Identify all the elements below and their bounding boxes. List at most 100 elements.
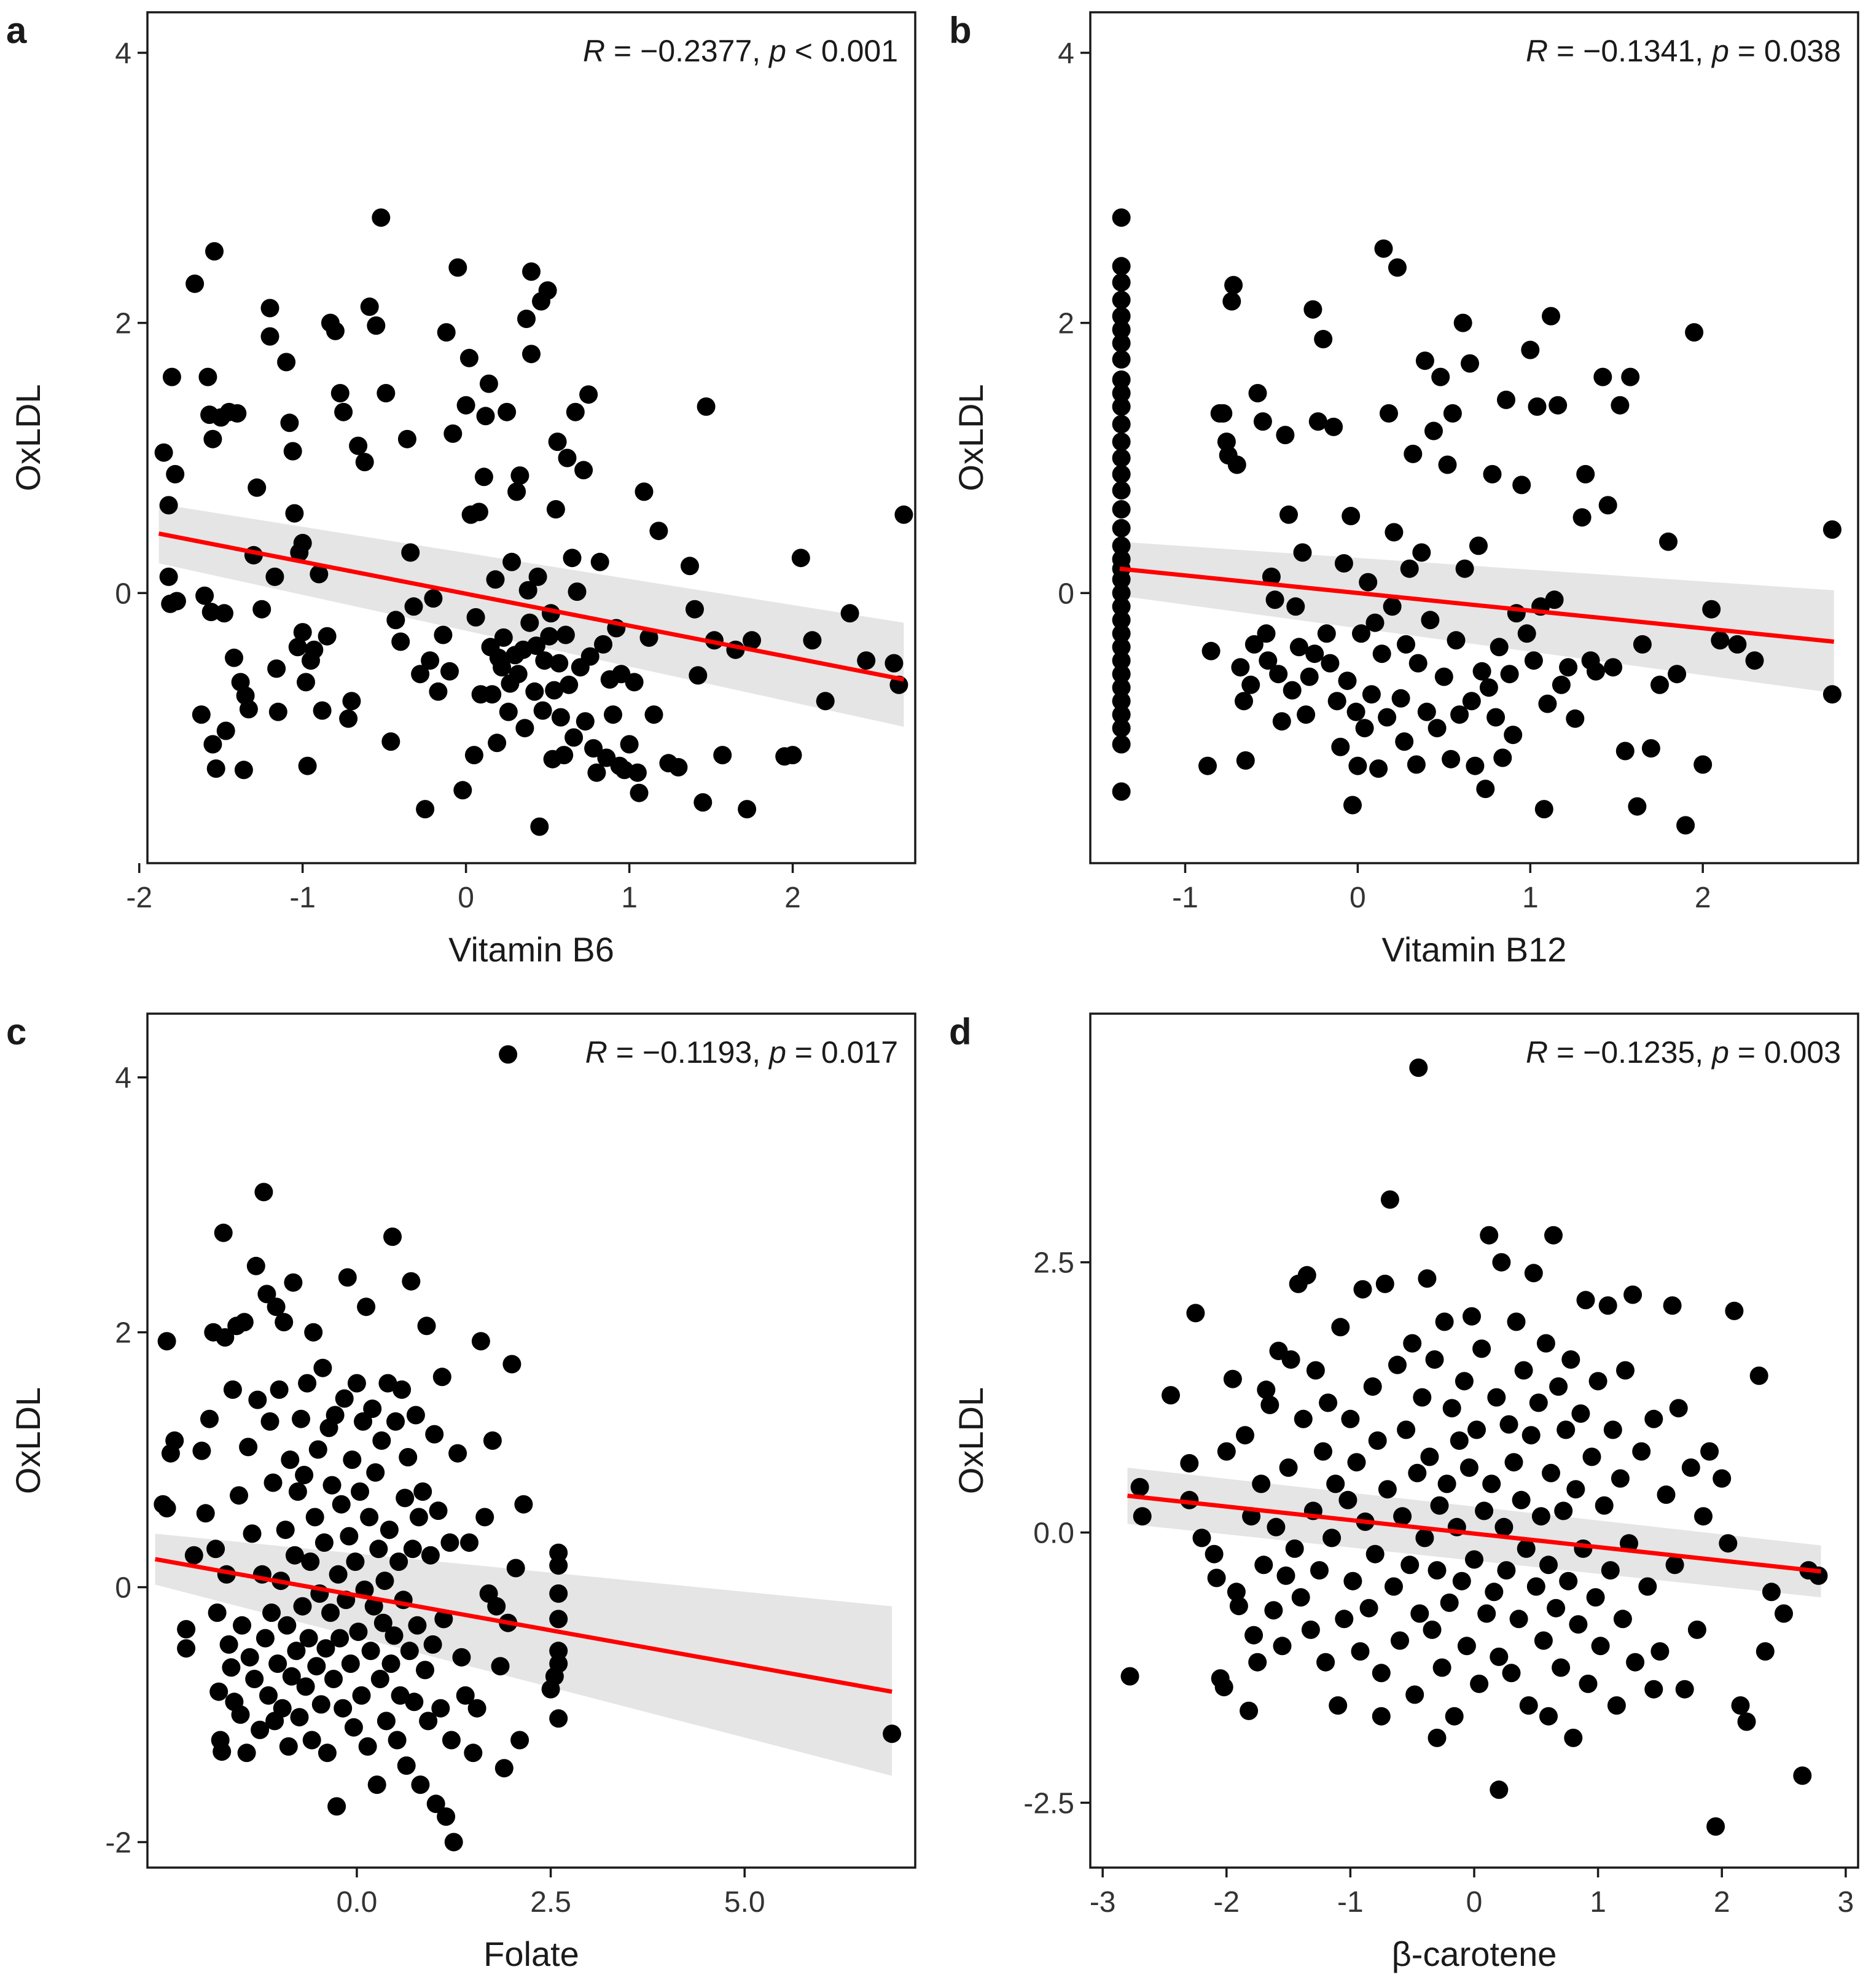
x-tick-label: 1: [1522, 882, 1539, 914]
data-point: [1306, 1361, 1325, 1380]
data-point: [587, 763, 606, 782]
data-point: [1240, 1701, 1259, 1720]
data-point: [1244, 1626, 1264, 1645]
data-point: [400, 1642, 419, 1661]
data-point: [1112, 500, 1131, 519]
data-point: [326, 1406, 345, 1425]
data-point: [456, 396, 475, 415]
data-point: [1224, 276, 1243, 295]
data-point: [339, 709, 358, 728]
data-point: [533, 701, 552, 720]
data-point: [469, 503, 488, 522]
data-point: [549, 1610, 568, 1629]
data-point: [1112, 597, 1131, 616]
data-point: [1231, 658, 1250, 677]
data-point: [556, 625, 575, 644]
data-point: [1130, 1477, 1149, 1497]
data-point: [1227, 455, 1246, 474]
stat-p-value: 0.003: [1764, 1035, 1841, 1070]
data-point: [252, 600, 271, 619]
data-point: [1408, 654, 1428, 673]
data-point: [408, 1616, 427, 1635]
stat-equals: =: [605, 34, 640, 68]
stat-r-symbol: R: [583, 34, 605, 68]
x-tick-label: -2: [126, 882, 152, 914]
data-point: [293, 1597, 312, 1616]
data-point: [1512, 1490, 1531, 1509]
data-point: [1314, 330, 1333, 348]
data-point: [391, 632, 410, 651]
data-point: [285, 1546, 304, 1565]
data-point: [322, 1476, 342, 1495]
data-point: [791, 549, 810, 568]
data-point: [1180, 1454, 1199, 1473]
data-point: [1112, 397, 1131, 416]
data-point: [1507, 1312, 1526, 1331]
data-point: [1514, 1361, 1533, 1380]
data-point: [299, 1629, 318, 1648]
data-point: [304, 1323, 323, 1342]
data-point: [313, 701, 332, 720]
data-point: [388, 1731, 407, 1750]
data-point: [268, 1654, 287, 1673]
data-point: [1559, 658, 1578, 677]
data-point: [338, 1268, 357, 1287]
data-point: [1440, 1593, 1459, 1612]
data-point: [425, 1425, 444, 1444]
data-point: [604, 705, 622, 724]
data-point: [1775, 1604, 1793, 1623]
data-point: [162, 367, 181, 386]
x-tick-label: -1: [1337, 1886, 1364, 1919]
data-point: [262, 1603, 281, 1622]
data-point: [198, 367, 217, 386]
data-point: [381, 1654, 400, 1673]
data-point: [1490, 1647, 1509, 1666]
data-point: [1539, 1556, 1558, 1575]
data-point: [580, 647, 600, 666]
data-point: [594, 635, 612, 654]
data-point: [1700, 1442, 1719, 1461]
data-point: [273, 1699, 292, 1718]
data-point: [1205, 1544, 1224, 1563]
data-point: [1112, 584, 1131, 603]
data-point: [1538, 694, 1557, 713]
data-point: [1557, 1420, 1576, 1439]
data-point: [540, 627, 559, 646]
x-tick-label: 2: [784, 882, 801, 914]
data-point: [510, 1731, 529, 1750]
data-point: [1534, 1631, 1553, 1650]
data-point: [1432, 1658, 1451, 1677]
stat-separator: ,: [752, 1035, 769, 1070]
x-tick-label: 0: [1466, 1886, 1483, 1919]
data-point: [1536, 1334, 1555, 1353]
data-point: [743, 631, 761, 650]
data-point: [254, 1183, 273, 1202]
data-point: [816, 692, 835, 711]
data-point: [1616, 1361, 1635, 1380]
regression-line: [1119, 566, 1835, 644]
data-point: [509, 665, 528, 684]
data-point: [419, 1712, 438, 1731]
stat-p-value: 0.001: [821, 34, 898, 68]
data-point: [1217, 432, 1236, 452]
data-point: [1479, 678, 1498, 697]
data-point: [1685, 323, 1704, 342]
data-point: [1593, 367, 1612, 386]
data-point: [1305, 644, 1324, 663]
data-point: [1611, 396, 1630, 415]
data-point: [335, 1389, 354, 1408]
data-point: [1363, 1377, 1382, 1396]
data-point: [1112, 273, 1131, 292]
data-point: [358, 1737, 377, 1756]
data-point: [1611, 1469, 1630, 1488]
data-point: [1595, 1496, 1614, 1515]
data-point: [1303, 300, 1322, 319]
data-point: [351, 1482, 369, 1501]
data-point: [1112, 350, 1131, 369]
regression-line: [155, 1557, 893, 1694]
stat-p-value: 0.017: [821, 1035, 898, 1070]
data-point: [625, 673, 644, 692]
data-point: [343, 1450, 362, 1469]
data-point: [1745, 651, 1764, 670]
data-point: [240, 1648, 259, 1667]
